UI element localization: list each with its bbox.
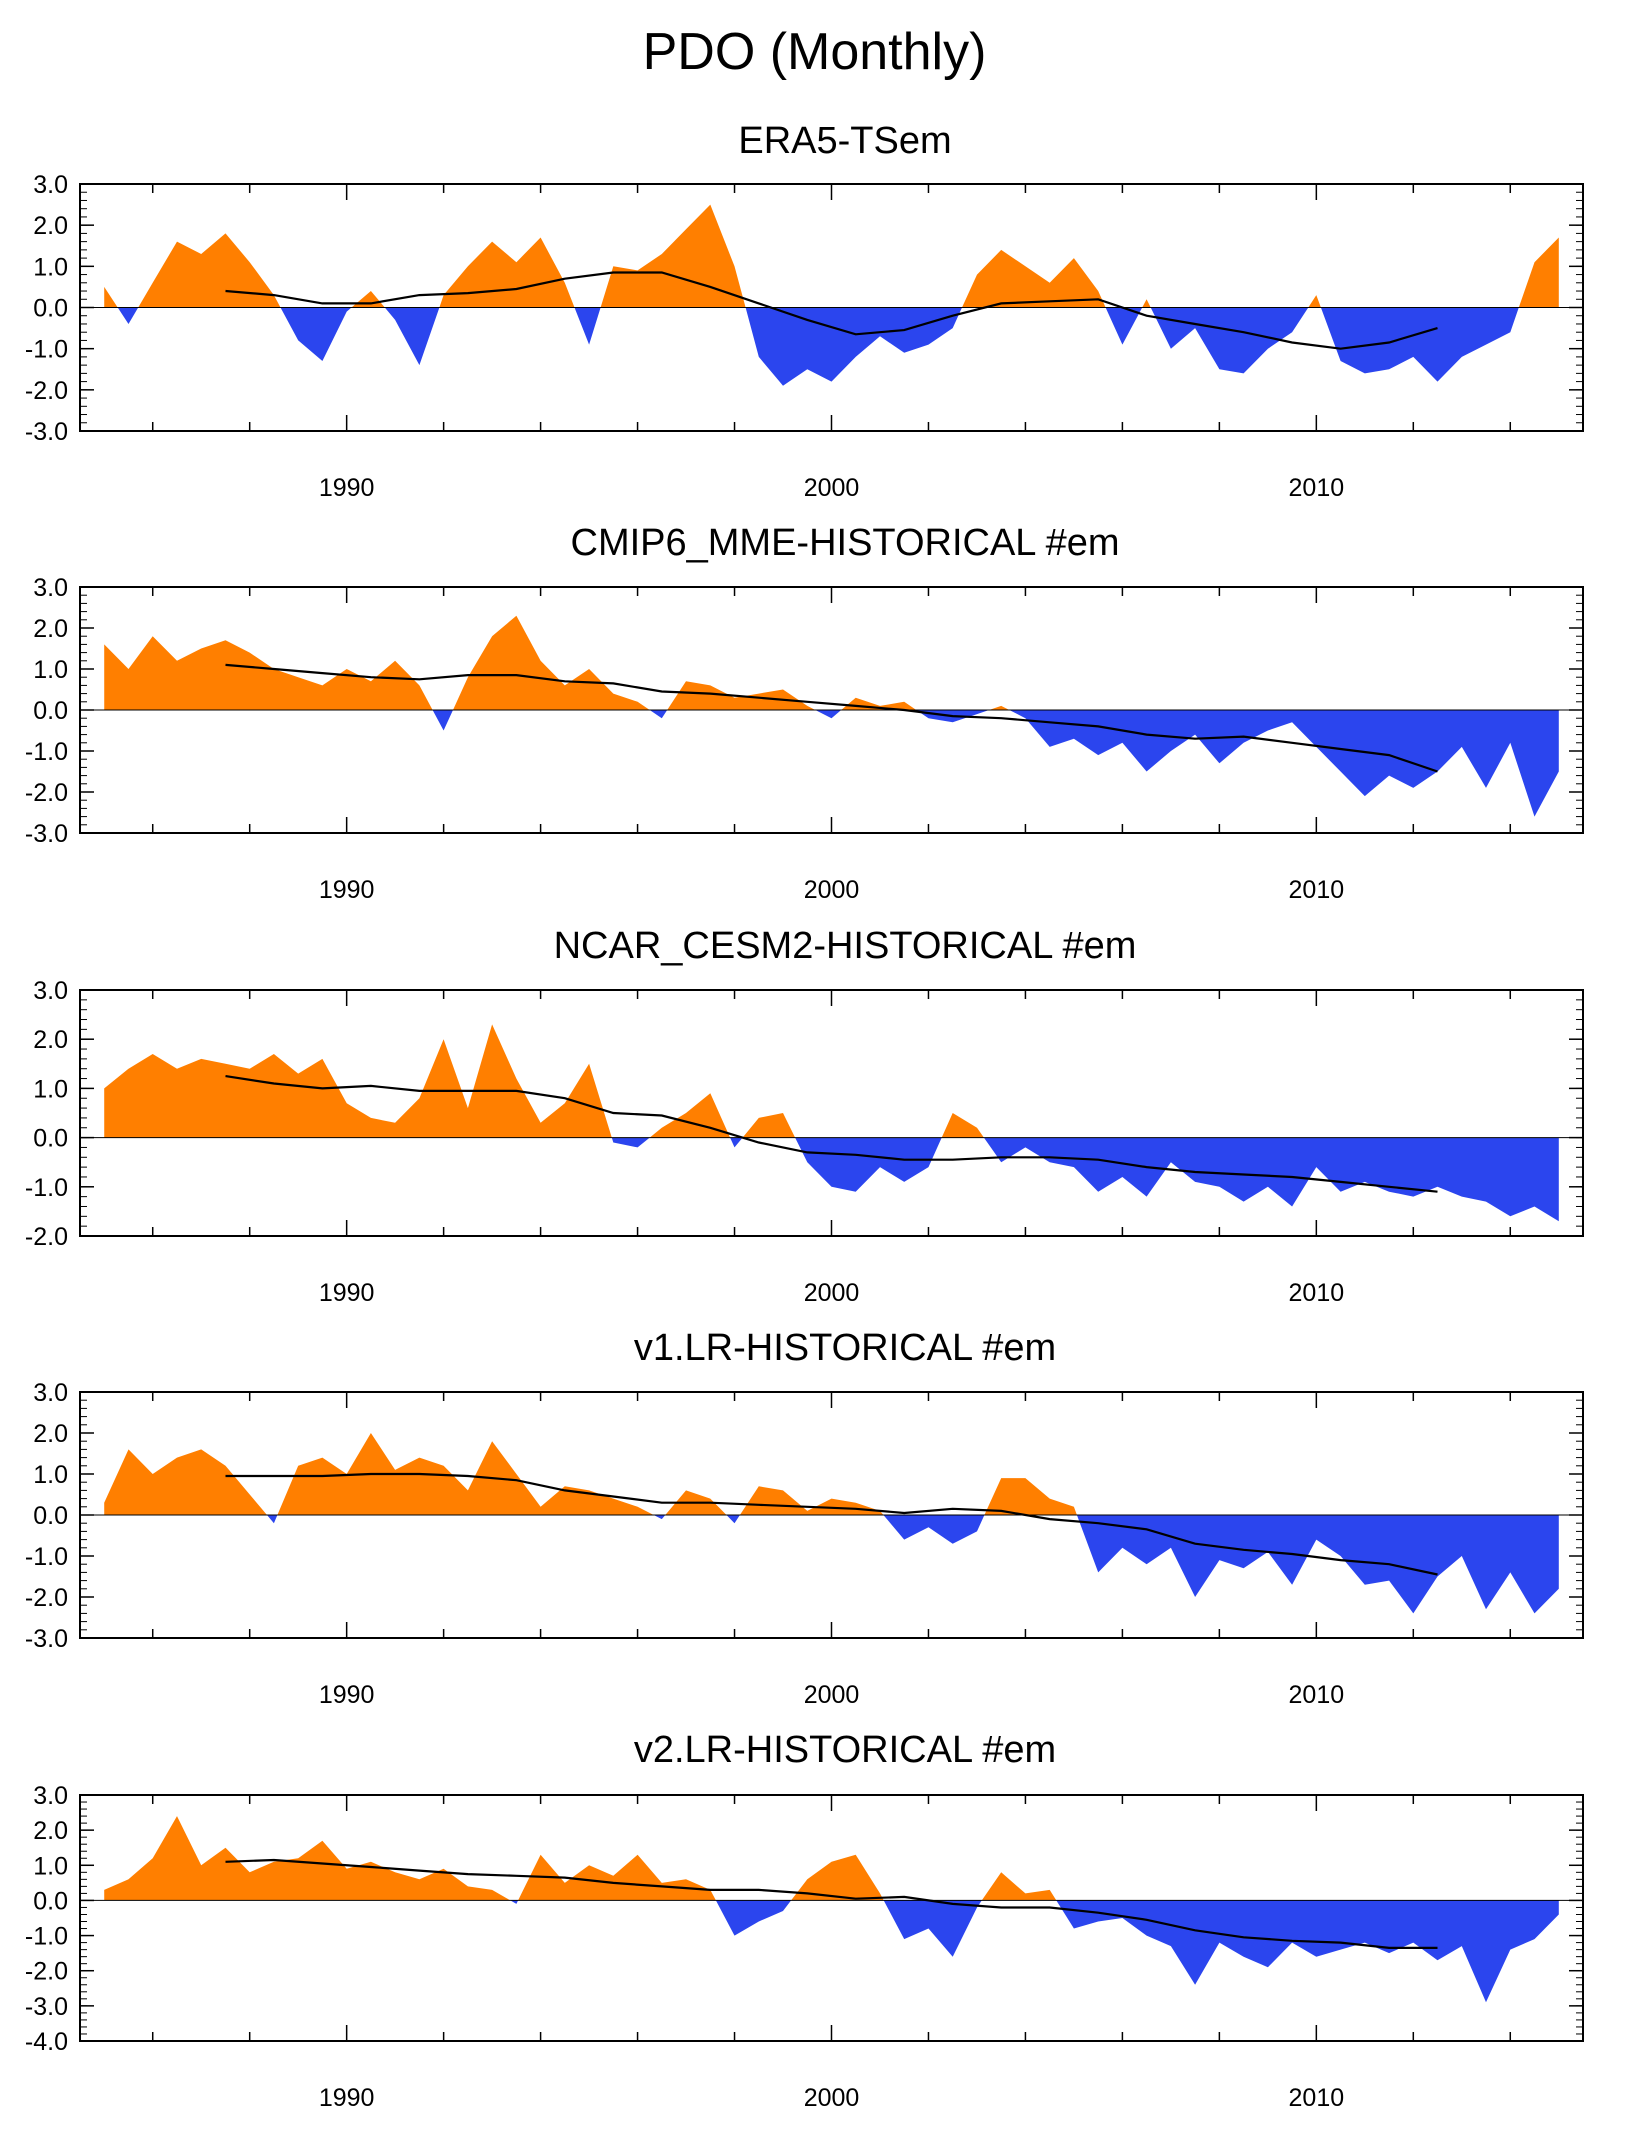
y-tick-label: 2.0 (33, 212, 68, 240)
y-tick-label: 1.0 (33, 656, 68, 684)
negative-anomaly-area (104, 710, 1559, 817)
x-tick-label: 2010 (1289, 876, 1345, 904)
y-tick-label: -2.0 (25, 1223, 68, 1251)
x-tick-label: 2000 (804, 876, 860, 904)
y-tick-label: -3.0 (25, 820, 68, 848)
positive-anomaly-area (104, 204, 1559, 308)
panel-title: NCAR_CESM2-HISTORICAL #em (554, 925, 1137, 967)
panel-3: v1.LR-HISTORICAL #em 3.0 2.0 1.0 0.0 -1.0 -2.… (25, 1327, 1584, 1709)
figure-title: PDO (Monthly) (642, 23, 987, 81)
positive-anomaly-area (104, 1433, 1559, 1515)
y-tick-label: 2.0 (33, 1420, 68, 1448)
y-tick-label: 3.0 (33, 574, 68, 602)
negative-anomaly-area (104, 1137, 1559, 1222)
y-tick-label: -1.0 (25, 1174, 68, 1202)
x-tick-label: 1990 (319, 876, 375, 904)
y-tick-label: -2.0 (25, 1958, 68, 1986)
panel-title: ERA5-TSem (738, 120, 951, 162)
y-tick-label: 2.0 (33, 1817, 68, 1845)
y-tick-label: -2.0 (25, 377, 68, 405)
running-mean-line (225, 1858, 1438, 1949)
positive-anomaly-area (104, 1816, 1559, 1901)
y-tick-label: -1.0 (25, 1923, 68, 1951)
negative-anomaly-area (104, 1900, 1559, 2003)
y-tick-label: -2.0 (25, 779, 68, 807)
x-tick-label: 2000 (804, 1681, 860, 1709)
y-tick-label: 2.0 (33, 1026, 68, 1054)
running-mean-line (225, 1075, 1438, 1193)
panel-title: v1.LR-HISTORICAL #em (634, 1327, 1056, 1369)
x-tick-label: 2000 (804, 2084, 860, 2112)
y-tick-label: 3.0 (33, 171, 68, 199)
negative-anomaly-area (104, 307, 1559, 386)
running-mean-line (225, 1472, 1438, 1576)
y-tick-label: 0.0 (33, 295, 68, 323)
y-tick-label: 0.0 (33, 1502, 68, 1530)
panel-title: v2.LR-HISTORICAL #em (634, 1729, 1056, 1771)
y-tick-label: 0.0 (33, 1887, 68, 1915)
x-tick-label: 2010 (1289, 474, 1345, 502)
y-tick-label: 0.0 (33, 697, 68, 725)
y-tick-label: -2.0 (25, 1584, 68, 1612)
y-tick-label: -3.0 (25, 1625, 68, 1653)
y-tick-label: -1.0 (25, 336, 68, 364)
x-tick-label: 2010 (1289, 1279, 1345, 1307)
x-tick-label: 2000 (804, 474, 860, 502)
panel-4: v2.LR-HISTORICAL #em 3.0 2.0 1.0 0.0 -1.0 -2.… (25, 1729, 1584, 2112)
y-tick-label: 3.0 (33, 1379, 68, 1407)
x-tick-label: 2010 (1289, 1681, 1345, 1709)
y-tick-label: 1.0 (33, 1461, 68, 1489)
panel-0: ERA5-TSem 3.0 2.0 1.0 0.0 -1.0 -2.0 -3.0 1990 20… (25, 120, 1584, 502)
y-tick-label: -1.0 (25, 1543, 68, 1571)
y-tick-label: 3.0 (33, 977, 68, 1005)
running-mean-line (225, 663, 1438, 773)
x-tick-label: 1990 (319, 474, 375, 502)
y-tick-label: 1.0 (33, 253, 68, 281)
x-tick-label: 2010 (1289, 2084, 1345, 2112)
y-tick-label: -3.0 (25, 418, 68, 446)
x-tick-label: 2000 (804, 1279, 860, 1307)
panel-1: CMIP6_MME-HISTORICAL #em 3.0 2.0 1.0 0.0 -1.… (25, 522, 1584, 904)
y-tick-label: 1.0 (33, 1075, 68, 1103)
negative-anomaly-area (104, 1515, 1559, 1614)
y-tick-label: -1.0 (25, 738, 68, 766)
y-tick-label: 2.0 (33, 615, 68, 643)
running-mean-line (225, 271, 1438, 350)
y-tick-label: 1.0 (33, 1852, 68, 1880)
panel-2: NCAR_CESM2-HISTORICAL #em 3.0 2.0 1.0 0.0 -1… (25, 925, 1584, 1307)
y-tick-label: 0.0 (33, 1125, 68, 1153)
panel-title: CMIP6_MME-HISTORICAL #em (571, 522, 1120, 564)
positive-anomaly-area (104, 615, 1559, 710)
positive-anomaly-area (104, 1024, 1559, 1138)
y-tick-label: -3.0 (25, 1993, 68, 2021)
x-tick-label: 1990 (319, 1681, 375, 1709)
x-tick-label: 1990 (319, 2084, 375, 2112)
x-tick-label: 1990 (319, 1279, 375, 1307)
y-tick-label: -4.0 (25, 2028, 68, 2056)
y-tick-label: 3.0 (33, 1782, 68, 1810)
